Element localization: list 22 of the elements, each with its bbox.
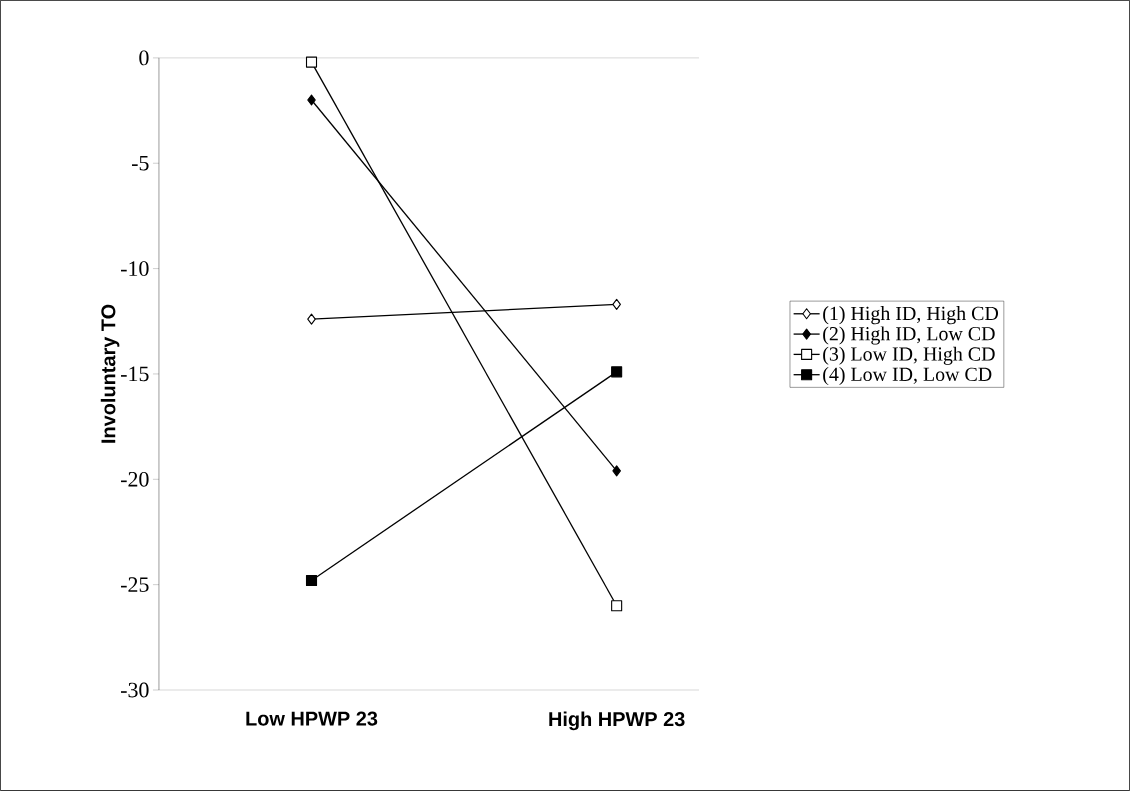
y-tick-label: -30 (121, 682, 149, 698)
legend-label: (4) Low ID, Low CD (823, 367, 992, 386)
legend-label: (1) High ID, High CD (823, 306, 999, 325)
legend-label: (3) Low ID, High CD (823, 346, 995, 365)
point (611, 366, 623, 378)
y-tick-label: -5 (131, 155, 149, 171)
point (305, 574, 318, 587)
legend-label: (2) High ID, Low CD (823, 326, 995, 345)
point (307, 313, 316, 325)
x-tick-label: High HPWP 23 (549, 711, 685, 731)
y-tick-label: -20 (121, 471, 149, 487)
point (307, 94, 316, 106)
point (612, 298, 621, 310)
x-tick-label: Low HPWP 23 (246, 711, 378, 726)
point (612, 465, 621, 477)
y-tick-label: -15 (121, 366, 149, 382)
y-tick-label: -10 (121, 261, 149, 277)
point (305, 56, 318, 68)
y-axis-title: Involuntary TO (100, 304, 120, 443)
point (611, 600, 623, 612)
y-tick-label: 0 (139, 50, 149, 66)
y-tick-label: -25 (121, 577, 149, 593)
